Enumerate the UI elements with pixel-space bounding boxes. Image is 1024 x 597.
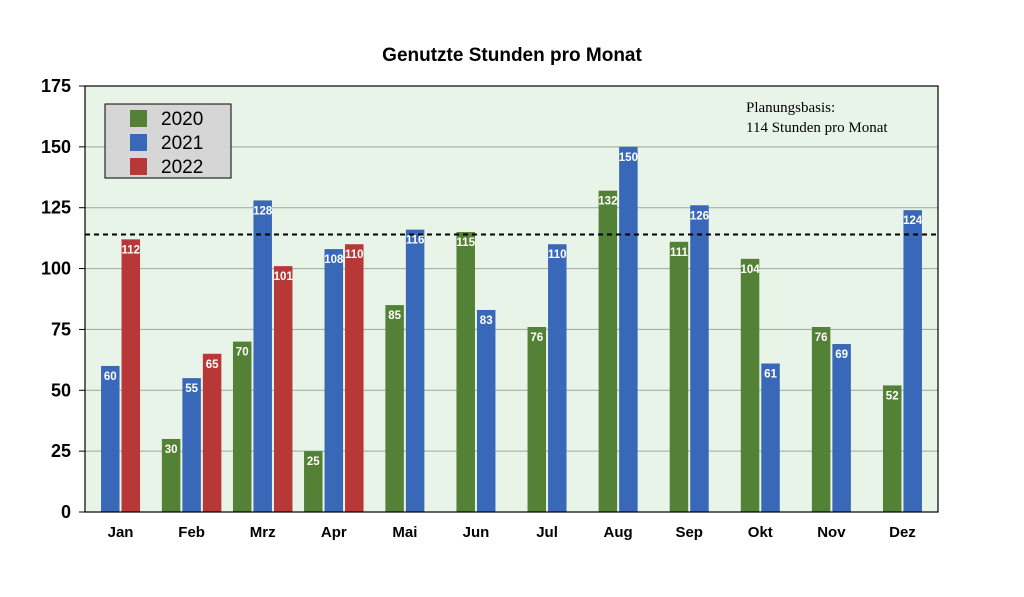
legend-label-2021: 2021: [161, 133, 203, 154]
bar-2020-apr: [304, 451, 323, 512]
x-tick-label: Sep: [675, 524, 703, 541]
chart-title: Genutzte Stunden pro Monat: [382, 45, 642, 66]
y-tick-label: 175: [41, 76, 71, 96]
bar-2021-mai: [405, 229, 425, 512]
legend-swatch-2021: [130, 134, 147, 151]
bar-2020-jul: [527, 326, 547, 512]
bar-2021-nov: [832, 344, 851, 512]
bar-2022-jan: [121, 239, 141, 513]
bar-2020-dez: [882, 385, 902, 512]
bar-2021-okt: [761, 363, 780, 512]
y-tick-label: 75: [51, 319, 71, 339]
data-label: 25: [307, 456, 320, 468]
bar-2021-feb: [182, 378, 201, 512]
annotation-line: 114 Stunden pro Monat: [746, 120, 888, 136]
data-label: 112: [122, 244, 141, 256]
bar-2021-aug: [619, 146, 638, 512]
x-tick-label: Apr: [321, 524, 347, 541]
data-label: 52: [886, 390, 899, 402]
data-label: 76: [530, 332, 543, 344]
bar-2020-sep: [669, 241, 689, 512]
bar-2020-mai: [385, 305, 404, 512]
y-tick-label: 50: [51, 380, 71, 400]
x-tick-label: Jan: [108, 524, 134, 541]
data-label: 76: [815, 332, 828, 344]
data-label: 83: [480, 315, 493, 327]
plot-frame: [84, 85, 939, 513]
bar-2020-feb: [161, 438, 181, 512]
data-label: 150: [619, 152, 638, 164]
bar-2022-feb: [202, 353, 222, 512]
bar-2022-mrz: [273, 266, 293, 512]
x-axis-ticks: Jan Feb Mrz Apr Mai Jun Jul Aug Sep Okt Nov Dez: [108, 524, 916, 541]
data-label: 101: [274, 271, 294, 283]
x-tick-label: Jul: [536, 524, 558, 541]
gridlines: [85, 146, 938, 452]
data-label: 124: [903, 215, 923, 227]
legend-swatch-2022: [130, 158, 147, 175]
legend-label-2020: 2020: [161, 109, 203, 130]
data-label: 116: [406, 235, 425, 247]
data-label: 132: [598, 196, 617, 208]
x-tick-label: Feb: [178, 524, 205, 541]
legend: 2020 2021 2022: [104, 103, 232, 179]
bar-2020-jun: [456, 232, 475, 513]
data-label: 110: [345, 249, 364, 261]
bar-2021-jul: [548, 244, 567, 512]
bar-2020-aug: [598, 190, 618, 512]
annotation: Planungsbasis: 114 Stunden pro Monat: [746, 100, 888, 136]
bar-2021-sep: [690, 205, 709, 512]
x-tick-label: Nov: [817, 524, 846, 541]
data-label: 108: [324, 254, 344, 266]
data-label: 110: [548, 249, 567, 261]
data-label: 115: [456, 237, 475, 249]
bar-2021-jun: [476, 309, 496, 512]
bar-2022-apr: [345, 244, 364, 512]
y-tick-label: 100: [41, 259, 71, 279]
data-label: 55: [185, 383, 198, 395]
y-axis-ticks: 0 25 50 75 100 125 150 175: [41, 76, 85, 522]
bar-2021-mrz: [253, 200, 272, 512]
bar-2020-nov: [811, 326, 831, 512]
data-label: 85: [388, 310, 401, 322]
bar-2021-jan: [101, 365, 120, 512]
data-label: 69: [835, 349, 848, 361]
bar-2020-okt: [740, 258, 760, 512]
legend-box: [104, 103, 232, 179]
y-tick-label: 150: [41, 137, 71, 157]
data-label: 30: [165, 444, 178, 456]
data-label: 65: [206, 359, 219, 371]
y-tick-label: 0: [61, 502, 71, 522]
annotation-line: Planungsbasis:: [746, 100, 835, 116]
data-label: 61: [764, 369, 777, 381]
data-label: 128: [253, 205, 273, 217]
bar-2021-apr: [324, 249, 344, 512]
x-tick-label: Mrz: [250, 524, 276, 541]
data-label: 111: [670, 247, 689, 259]
data-label: 104: [740, 264, 760, 276]
legend-swatch-2020: [130, 110, 147, 127]
data-label: 60: [104, 371, 117, 383]
x-tick-label: Mai: [392, 524, 417, 541]
data-label: 126: [690, 210, 709, 222]
x-tick-label: Okt: [748, 524, 773, 541]
y-tick-label: 125: [41, 198, 71, 218]
legend-label-2022: 2022: [161, 157, 203, 178]
bar-2021-dez: [903, 210, 922, 513]
x-tick-label: Aug: [604, 524, 633, 541]
y-tick-label: 25: [51, 441, 71, 461]
data-label: 70: [236, 347, 249, 359]
bar-2020-mrz: [232, 341, 252, 512]
x-tick-label: Dez: [889, 524, 916, 541]
x-tick-label: Jun: [463, 524, 490, 541]
